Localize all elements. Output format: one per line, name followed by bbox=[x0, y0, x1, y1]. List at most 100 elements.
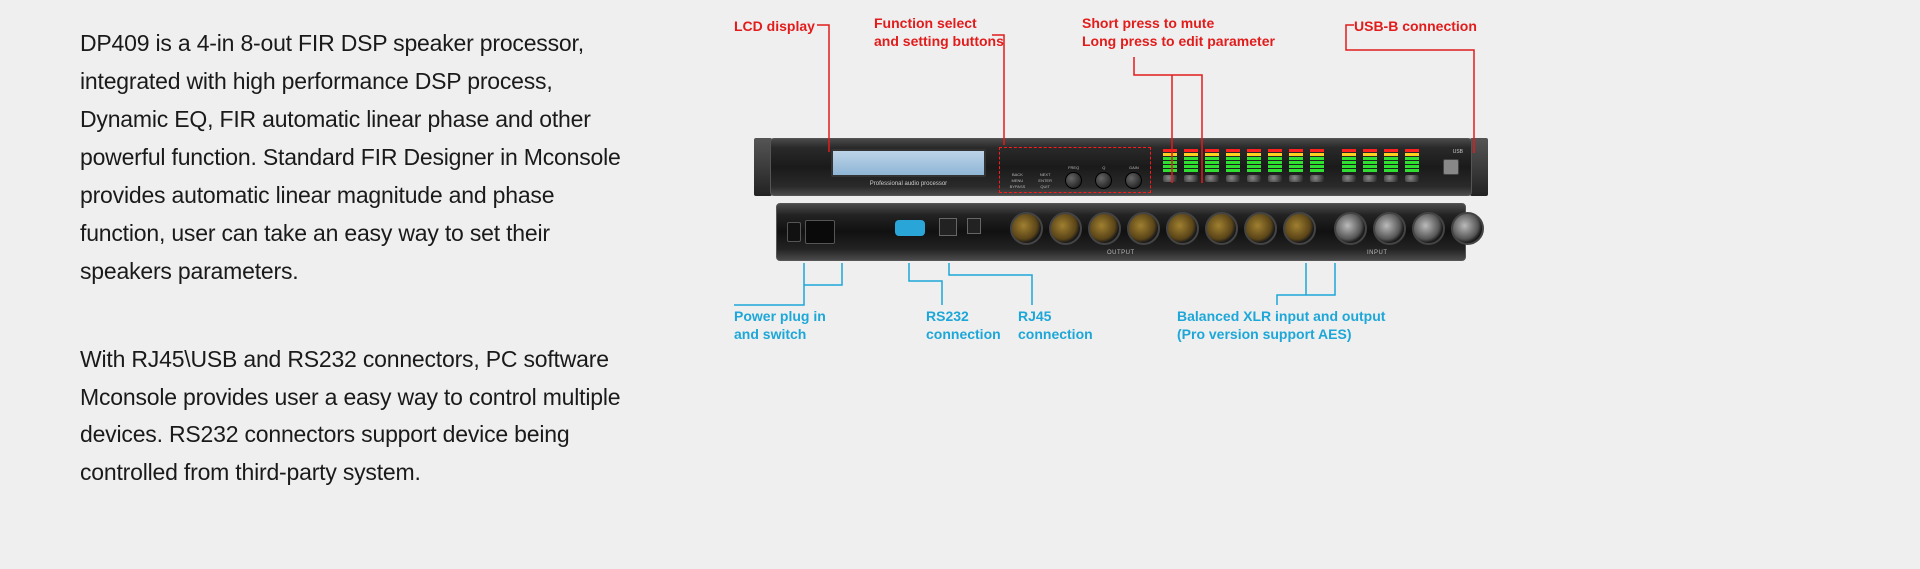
led-icon bbox=[1268, 169, 1282, 172]
led-icon bbox=[1310, 169, 1324, 172]
rear-output-label: OUTPUT bbox=[1107, 250, 1135, 256]
led-icon bbox=[1163, 169, 1177, 172]
led-icon bbox=[1268, 149, 1282, 152]
led-meters bbox=[1161, 149, 1436, 189]
ann-mute: Short press to mute Long press to edit p… bbox=[1082, 15, 1275, 50]
led-icon bbox=[1247, 153, 1261, 156]
led-icon bbox=[1289, 153, 1303, 156]
led-icon bbox=[1184, 149, 1198, 152]
led-icon bbox=[1247, 157, 1261, 160]
klabel: MENU bbox=[1012, 179, 1024, 183]
led-icon bbox=[1247, 169, 1261, 172]
product-diagram: LCD display Function select and setting … bbox=[734, 15, 1514, 355]
ann-funcsel-l2: and setting buttons bbox=[874, 33, 1004, 49]
channel-button bbox=[1268, 175, 1282, 182]
led-icon bbox=[1384, 165, 1398, 168]
usb-label: USB bbox=[1453, 149, 1463, 155]
channel-button bbox=[1363, 175, 1377, 182]
xlr-output-icon bbox=[1127, 212, 1160, 245]
klabel: NEXT bbox=[1040, 173, 1051, 177]
led-icon bbox=[1405, 153, 1419, 156]
channel-button bbox=[1247, 175, 1261, 182]
led-icon bbox=[1363, 153, 1377, 156]
channel-button bbox=[1163, 175, 1177, 182]
led-icon bbox=[1205, 161, 1219, 164]
led-icon bbox=[1226, 157, 1240, 160]
xlr-output-icon bbox=[1283, 212, 1316, 245]
led-icon bbox=[1268, 153, 1282, 156]
front-label: Professional audio processor bbox=[831, 181, 986, 187]
led-icon bbox=[1342, 161, 1356, 164]
channel-button bbox=[1342, 175, 1356, 182]
led-icon bbox=[1268, 161, 1282, 164]
ann-usb-text: USB-B connection bbox=[1354, 18, 1477, 34]
led-icon bbox=[1247, 149, 1261, 152]
led-icon bbox=[1184, 157, 1198, 160]
led-icon bbox=[1226, 165, 1240, 168]
power-switch-icon bbox=[787, 222, 801, 242]
led-icon bbox=[1384, 169, 1398, 172]
led-icon bbox=[1405, 161, 1419, 164]
klabel: QUIT bbox=[1040, 185, 1050, 189]
meter-channel bbox=[1182, 149, 1200, 189]
led-icon bbox=[1205, 165, 1219, 168]
knob-icon bbox=[1125, 172, 1142, 189]
ann-xlr-l1: Balanced XLR input and output bbox=[1177, 308, 1385, 324]
rear-input-label: INPUT bbox=[1367, 250, 1388, 256]
ann-usb: USB-B connection bbox=[1354, 18, 1477, 36]
ann-lcd-text: LCD display bbox=[734, 18, 815, 34]
led-icon bbox=[1205, 157, 1219, 160]
rear-panel: OUTPUT INPUT bbox=[776, 203, 1466, 261]
channel-button bbox=[1310, 175, 1324, 182]
ann-xlr-l2: (Pro version support AES) bbox=[1177, 326, 1352, 342]
led-icon bbox=[1289, 149, 1303, 152]
klabel: ENTER bbox=[1038, 179, 1052, 183]
xlr-output-icon bbox=[1166, 212, 1199, 245]
led-icon bbox=[1363, 165, 1377, 168]
klabel: Q bbox=[1102, 166, 1105, 170]
channel-button bbox=[1205, 175, 1219, 182]
channel-button bbox=[1289, 175, 1303, 182]
led-icon bbox=[1289, 157, 1303, 160]
led-icon bbox=[1205, 149, 1219, 152]
led-icon bbox=[1310, 157, 1324, 160]
led-icon bbox=[1226, 153, 1240, 156]
klabel: GAIN bbox=[1129, 166, 1139, 170]
led-icon bbox=[1363, 169, 1377, 172]
led-icon bbox=[1226, 149, 1240, 152]
channel-button bbox=[1405, 175, 1419, 182]
led-icon bbox=[1268, 165, 1282, 168]
led-icon bbox=[1289, 165, 1303, 168]
led-icon bbox=[1342, 149, 1356, 152]
ann-mute-l2: Long press to edit parameter bbox=[1082, 33, 1275, 49]
usb-b-port-icon bbox=[967, 218, 981, 234]
knob-icon bbox=[1095, 172, 1112, 189]
led-icon bbox=[1268, 157, 1282, 160]
led-icon bbox=[1247, 165, 1261, 168]
rj45-port-icon bbox=[939, 218, 957, 236]
led-icon bbox=[1205, 169, 1219, 172]
ann-rs232-l2: connection bbox=[926, 326, 1001, 342]
front-panel: Professional audio processor BACKMENUBYP… bbox=[770, 138, 1472, 196]
meter-channel bbox=[1361, 149, 1379, 189]
usb-port-icon bbox=[1443, 159, 1459, 175]
led-icon bbox=[1184, 169, 1198, 172]
channel-button bbox=[1384, 175, 1398, 182]
led-icon bbox=[1163, 165, 1177, 168]
xlr-input-icon bbox=[1451, 212, 1484, 245]
xlr-input-icon bbox=[1412, 212, 1445, 245]
ann-funcsel: Function select and setting buttons bbox=[874, 15, 1004, 50]
channel-button bbox=[1226, 175, 1240, 182]
meter-channel bbox=[1287, 149, 1305, 189]
lcd-display bbox=[831, 149, 986, 177]
knob-area: BACKMENUBYPASS NEXTENTERQUIT FREQ Q GAIN bbox=[1004, 153, 1148, 189]
ann-rj45-l2: connection bbox=[1018, 326, 1093, 342]
led-icon bbox=[1163, 161, 1177, 164]
meter-channel bbox=[1203, 149, 1221, 189]
klabel: BYPASS bbox=[1010, 185, 1026, 189]
meter-channel bbox=[1340, 149, 1358, 189]
ann-rj45: RJ45 connection bbox=[1018, 308, 1093, 343]
ann-mute-l1: Short press to mute bbox=[1082, 15, 1214, 31]
led-icon bbox=[1184, 161, 1198, 164]
led-icon bbox=[1342, 157, 1356, 160]
